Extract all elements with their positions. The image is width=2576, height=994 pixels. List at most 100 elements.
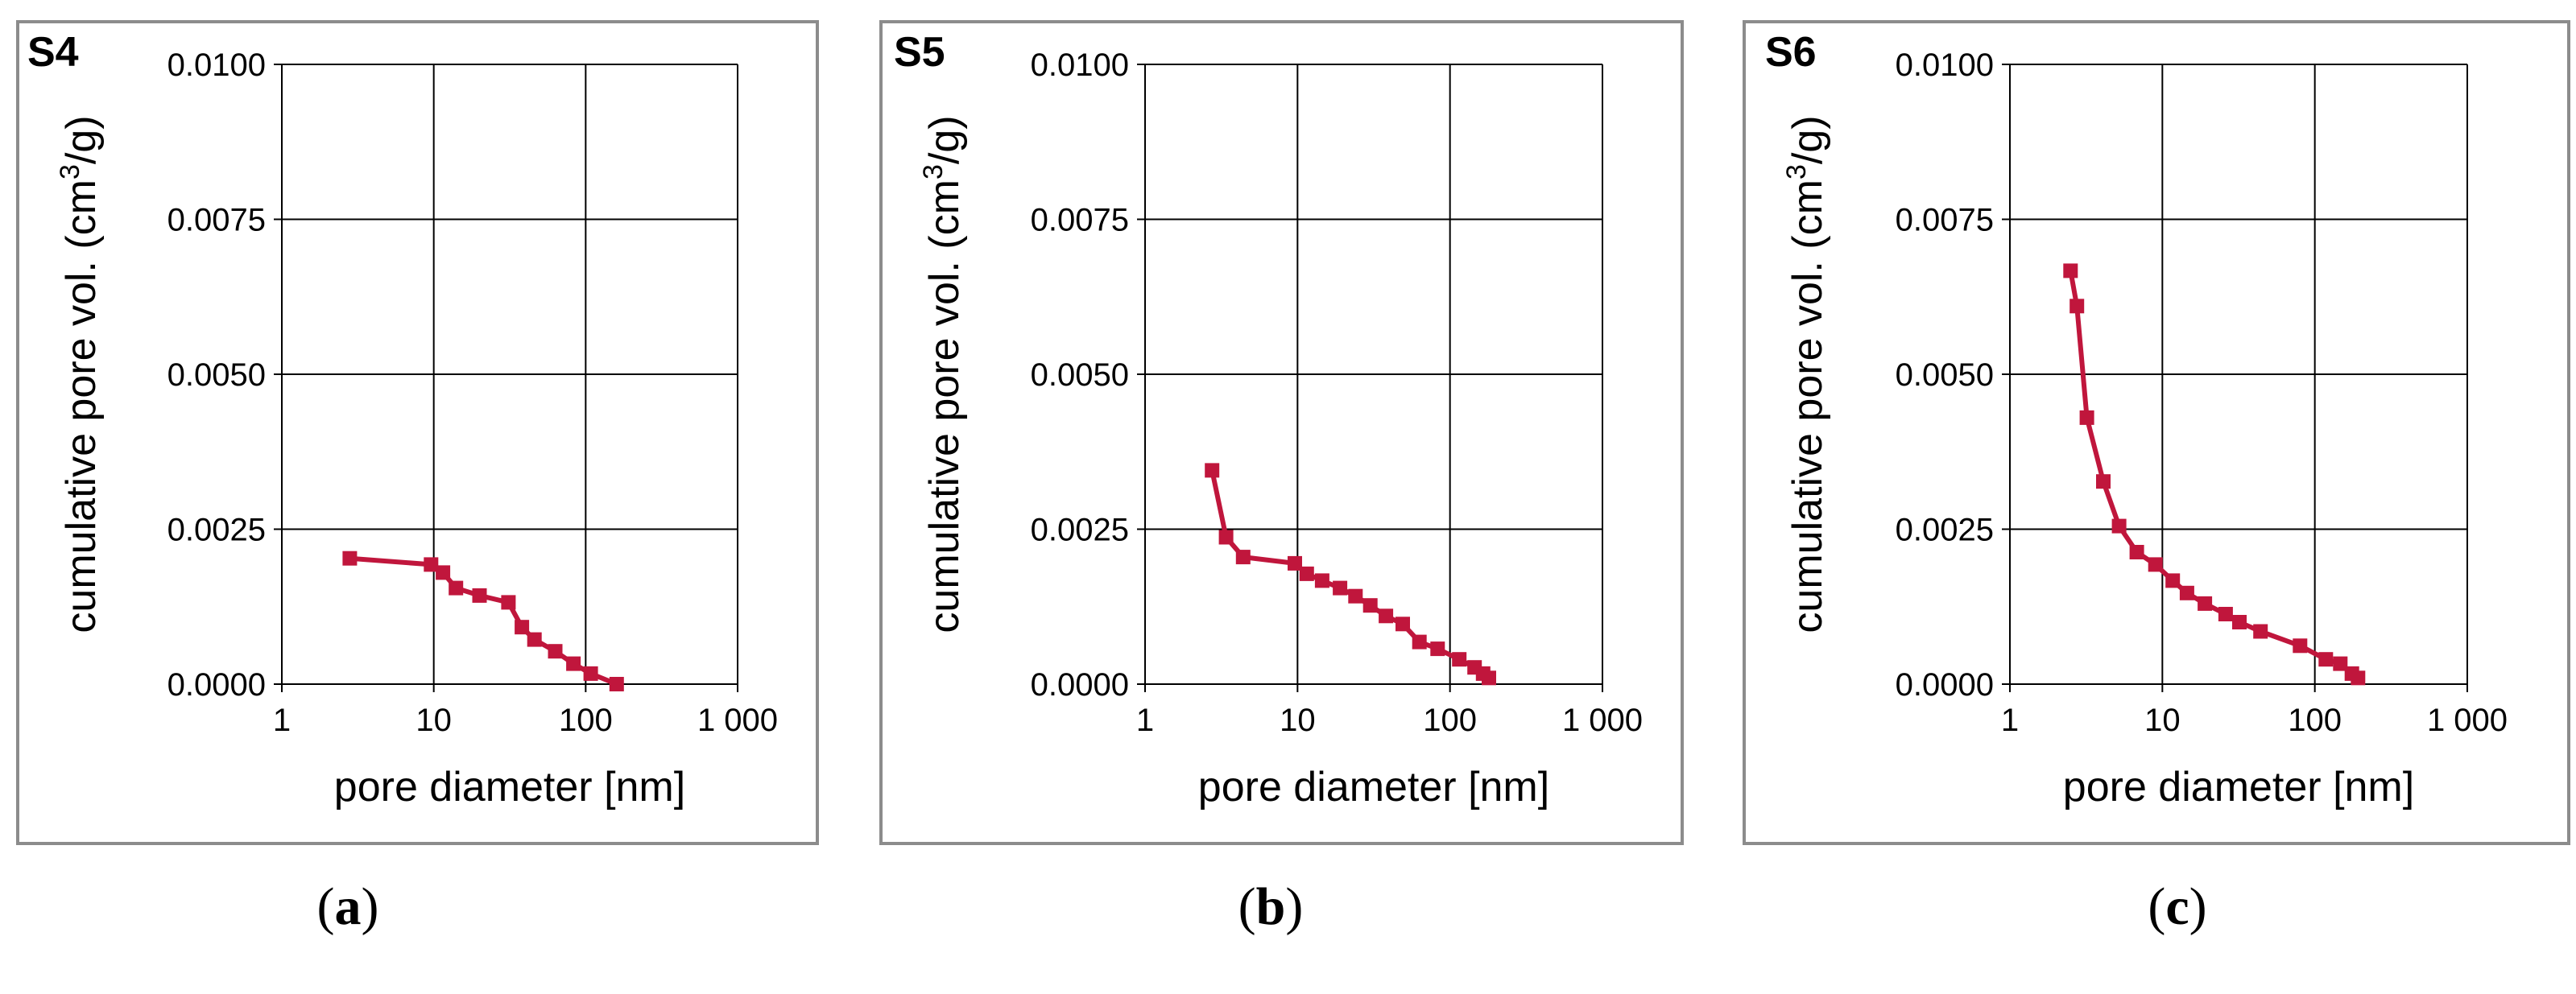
caption-close: ) bbox=[2189, 877, 2207, 936]
x-tick-label: 1 bbox=[2001, 703, 2019, 738]
data-point bbox=[2096, 474, 2111, 489]
y-tick-label: 0.0075 bbox=[1031, 203, 1129, 238]
y-tick-label: 0.0100 bbox=[1031, 47, 1129, 83]
data-point bbox=[2218, 607, 2233, 621]
caption-open: ( bbox=[2148, 877, 2165, 936]
caption-close: ) bbox=[362, 877, 379, 936]
data-point bbox=[1482, 670, 1496, 686]
y-tick-label: 0.0025 bbox=[1896, 513, 1994, 548]
data-point bbox=[424, 557, 439, 572]
panel-label: S5 bbox=[894, 29, 945, 76]
data-point bbox=[1379, 608, 1394, 624]
chart-panel-s6: 0.0000 0.0025 0.0050 0.0075 0.0100 1 10 100 1 00… bbox=[1743, 20, 2570, 936]
data-point bbox=[566, 656, 581, 671]
y-tick-label: 0.0000 bbox=[167, 667, 266, 703]
data-point bbox=[1412, 634, 1427, 650]
y-axis-title-main: cumulative pore vol. (cm bbox=[1784, 179, 1831, 633]
data-point bbox=[515, 620, 530, 635]
y-tick-label: 0.0075 bbox=[167, 203, 266, 238]
data-point bbox=[2165, 573, 2181, 588]
y-axis-title: cumulative pore vol. (cm3/g) bbox=[55, 115, 105, 633]
panel-caption: (b) bbox=[1238, 877, 1304, 936]
caption-letter: b bbox=[1256, 877, 1286, 936]
data-point bbox=[2232, 615, 2247, 629]
y-axis-title: cumulative pore vol. (cm3/g) bbox=[918, 115, 968, 633]
data-point bbox=[548, 644, 563, 659]
y-axis-title-unit: /g) bbox=[921, 115, 968, 164]
data-point bbox=[2063, 263, 2078, 278]
data-point bbox=[2198, 596, 2213, 611]
y-axis-title-main: cumulative pore vol. (cm bbox=[58, 179, 105, 633]
panel-caption: (a) bbox=[317, 877, 379, 936]
x-tick-label: 100 bbox=[2288, 703, 2342, 738]
y-axis-title-main: cumulative pore vol. (cm bbox=[921, 179, 968, 633]
data-point bbox=[609, 677, 624, 691]
y-tick-label: 0.0075 bbox=[1896, 203, 1994, 238]
panel-frame bbox=[16, 20, 819, 845]
y-axis-title-superscript: 3 bbox=[918, 164, 949, 179]
data-point bbox=[1396, 617, 1410, 632]
x-tick-label: 1 000 bbox=[1562, 703, 1643, 738]
x-tick-label: 10 bbox=[416, 703, 452, 738]
panel-label: S6 bbox=[1765, 29, 1817, 76]
data-point bbox=[501, 595, 516, 610]
data-point bbox=[2253, 624, 2268, 639]
data-point bbox=[1362, 598, 1378, 613]
data-point bbox=[2318, 652, 2334, 667]
data-point bbox=[436, 565, 451, 580]
data-point bbox=[1452, 652, 1467, 667]
data-point bbox=[2351, 670, 2366, 686]
x-axis-title: pore diameter [nm] bbox=[1198, 764, 1549, 810]
y-tick-label: 0.0000 bbox=[1896, 667, 1994, 703]
y-tick-label: 0.0050 bbox=[1896, 357, 1994, 393]
panel-frame bbox=[1743, 20, 2570, 845]
data-point bbox=[449, 580, 464, 596]
x-axis-title: pore diameter [nm] bbox=[334, 764, 685, 810]
x-tick-label: 1 bbox=[1136, 703, 1154, 738]
x-tick-label: 100 bbox=[1423, 703, 1477, 738]
y-tick-label: 0.0025 bbox=[167, 513, 266, 548]
x-tick-label: 1 bbox=[273, 703, 291, 738]
data-point bbox=[2179, 585, 2194, 600]
data-point bbox=[2293, 638, 2308, 654]
caption-open: ( bbox=[317, 877, 335, 936]
data-point bbox=[2079, 410, 2094, 425]
data-point bbox=[472, 588, 487, 603]
panel-frame bbox=[879, 20, 1684, 845]
y-axis-title-unit: /g) bbox=[58, 115, 105, 164]
caption-open: ( bbox=[1238, 877, 1256, 936]
y-tick-label: 0.0100 bbox=[167, 47, 266, 83]
chart-panel-s4: 0.0000 0.0025 0.0050 0.0075 0.0100 1 10 100 1 00… bbox=[16, 20, 819, 936]
y-tick-label: 0.0050 bbox=[167, 357, 266, 393]
x-tick-label: 100 bbox=[559, 703, 613, 738]
data-point bbox=[1348, 588, 1363, 604]
x-tick-label: 10 bbox=[1280, 703, 1316, 738]
y-axis-title-unit: /g) bbox=[1784, 115, 1831, 164]
x-axis-title: pore diameter [nm] bbox=[2063, 764, 2414, 810]
data-point bbox=[1205, 463, 1220, 478]
y-tick-label: 0.0100 bbox=[1896, 47, 1994, 83]
x-tick-label: 10 bbox=[2144, 703, 2181, 738]
data-point bbox=[342, 551, 358, 566]
x-tick-label: 1 000 bbox=[2427, 703, 2508, 738]
data-point bbox=[1333, 580, 1348, 596]
data-point bbox=[1299, 566, 1314, 581]
panel-caption: (c) bbox=[2148, 877, 2206, 936]
x-tick-label: 1 000 bbox=[697, 703, 778, 738]
caption-letter: c bbox=[2165, 877, 2189, 936]
data-point bbox=[583, 666, 598, 681]
y-axis-title-superscript: 3 bbox=[1781, 164, 1812, 179]
caption-close: ) bbox=[1285, 877, 1303, 936]
data-point bbox=[2129, 545, 2144, 559]
y-tick-label: 0.0025 bbox=[1031, 513, 1129, 548]
panel-label: S4 bbox=[27, 29, 79, 76]
data-point bbox=[2111, 518, 2127, 534]
data-point bbox=[2069, 299, 2085, 314]
data-point bbox=[1288, 555, 1302, 571]
y-tick-label: 0.0050 bbox=[1031, 357, 1129, 393]
data-point bbox=[1314, 573, 1329, 588]
chart-panel-s5: 0.0000 0.0025 0.0050 0.0075 0.0100 1 10 100 1 00… bbox=[879, 20, 1684, 936]
data-point bbox=[2148, 557, 2163, 572]
data-point bbox=[1218, 530, 1234, 545]
data-point bbox=[527, 632, 542, 647]
